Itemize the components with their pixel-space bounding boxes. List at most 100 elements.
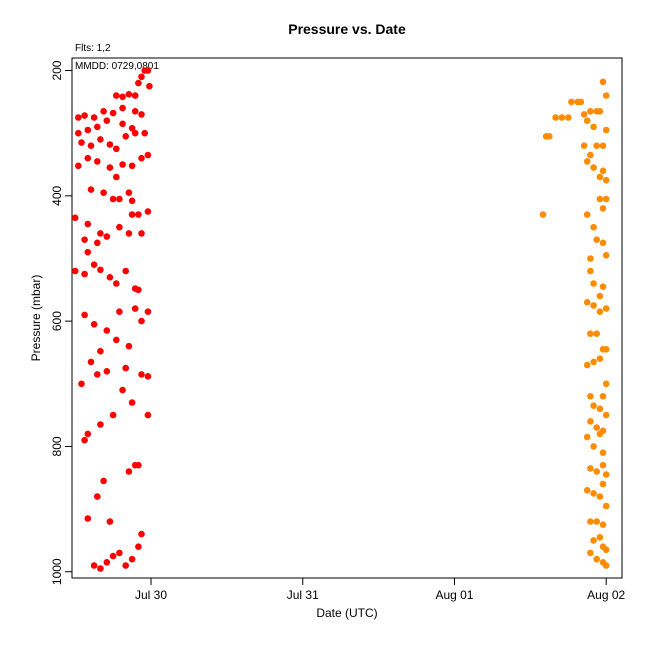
x-axis: Jul 30 Jul 31 Aug 01 Aug 02 [135, 578, 626, 602]
data-point-series-1 [125, 230, 133, 237]
data-point-series-1 [90, 261, 98, 269]
data-point-series-1 [128, 197, 136, 205]
data-point-series-2 [596, 108, 604, 115]
data-point-series-2 [599, 461, 607, 469]
data-point-series-2 [590, 223, 597, 231]
data-point-series-2 [602, 305, 610, 312]
x-axis-label: Date (UTC) [316, 606, 377, 620]
x-tick-label: Jul 31 [287, 588, 319, 602]
data-point-series-1 [116, 195, 123, 203]
data-point-series-2 [590, 402, 597, 410]
data-point-series-1 [128, 555, 136, 563]
y-axis-label: Pressure (mbar) [29, 275, 43, 362]
data-point-series-1 [103, 327, 111, 334]
data-point-series-2 [593, 142, 600, 149]
data-point-series-1 [109, 552, 117, 560]
data-point-series-1 [97, 347, 104, 355]
data-point-series-2 [558, 114, 566, 121]
data-point-series-2 [593, 468, 600, 475]
data-point-series-1 [81, 270, 88, 278]
data-point-series-1 [113, 92, 120, 99]
y-tick-label: 1000 [50, 558, 64, 585]
data-point-series-1 [119, 120, 126, 128]
data-point-series-1 [144, 373, 152, 380]
data-point-series-2 [599, 521, 607, 528]
data-point-series-1 [81, 436, 88, 444]
data-point-series-2 [596, 493, 604, 500]
data-point-series-2 [590, 358, 597, 366]
data-point-series-1 [100, 108, 107, 115]
data-point-series-2 [590, 443, 597, 450]
data-point-series-1 [90, 562, 98, 569]
data-point-series-2 [596, 173, 604, 181]
data-point-series-1 [97, 136, 104, 143]
data-point-series-2 [599, 239, 607, 247]
data-point-series-1 [116, 549, 123, 557]
data-point-series-2 [596, 405, 604, 413]
data-point-series-1 [125, 189, 133, 196]
data-point-series-1 [113, 280, 120, 287]
data-point-series-2 [596, 355, 604, 363]
x-tick-label: Jul 30 [135, 588, 167, 602]
data-point-series-2 [602, 380, 610, 388]
data-point-series-1 [81, 236, 88, 243]
data-point-series-2 [596, 430, 604, 438]
data-point-series-1 [128, 211, 136, 218]
data-point-series-2 [593, 424, 600, 431]
data-point-series-1 [122, 364, 129, 372]
data-point-series-1 [106, 518, 114, 525]
data-point-series-1 [71, 214, 79, 222]
data-point-series-2 [602, 546, 610, 554]
data-point-series-2 [602, 471, 610, 478]
x-tick-label: Aug 02 [587, 588, 625, 602]
data-point-series-2 [590, 537, 597, 544]
data-point-series-1 [116, 223, 123, 231]
data-point-series-1 [113, 173, 120, 181]
data-point-series-2 [590, 123, 597, 131]
data-point-series-1 [75, 129, 82, 137]
data-point-series-1 [103, 368, 111, 375]
data-point-series-1 [84, 154, 92, 162]
data-point-series-2 [590, 164, 597, 171]
data-point-series-2 [602, 411, 610, 419]
data-point-series-1 [97, 421, 104, 428]
data-point-series-1 [84, 126, 92, 134]
data-point-series-2 [602, 195, 610, 203]
data-point-series-1 [109, 109, 117, 117]
data-point-series-2 [599, 167, 607, 175]
data-point-series-1 [131, 92, 139, 99]
data-point-series-1 [94, 123, 101, 131]
data-point-series-1 [97, 565, 104, 572]
data-point-series-2 [596, 195, 604, 203]
data-point-series-1 [135, 286, 142, 294]
data-point-series-2 [583, 211, 591, 218]
data-point-series-1 [138, 73, 145, 81]
data-point-series-2 [599, 78, 607, 86]
data-point-series-2 [546, 133, 553, 140]
data-point-series-1 [135, 79, 142, 87]
data-point-series-1 [131, 108, 139, 115]
data-point-series-2 [602, 126, 610, 134]
data-point-series-1 [71, 267, 79, 275]
data-point-series-1 [141, 129, 148, 137]
data-point-series-1 [138, 317, 145, 325]
data-point-series-2 [587, 108, 594, 115]
data-point-series-1 [138, 530, 145, 538]
data-point-series-1 [75, 162, 82, 170]
data-point-series-2 [596, 292, 604, 300]
data-point-series-2 [587, 255, 594, 262]
data-point-series-1 [103, 117, 111, 124]
data-point-series-1 [138, 111, 145, 118]
data-point-series-1 [84, 515, 92, 522]
data-point-series-1 [103, 559, 111, 566]
data-point-series-1 [97, 230, 104, 237]
data-point-series-1 [135, 461, 142, 469]
data-point-series-1 [128, 124, 136, 132]
data-point-series-2 [602, 346, 610, 353]
data-point-series-2 [577, 98, 585, 106]
chart-title: Pressure vs. Date [288, 21, 406, 37]
data-point-series-2 [583, 361, 591, 369]
data-point-series-2 [593, 555, 600, 563]
data-point-series-1 [119, 386, 126, 394]
data-point-series-2 [599, 142, 607, 149]
